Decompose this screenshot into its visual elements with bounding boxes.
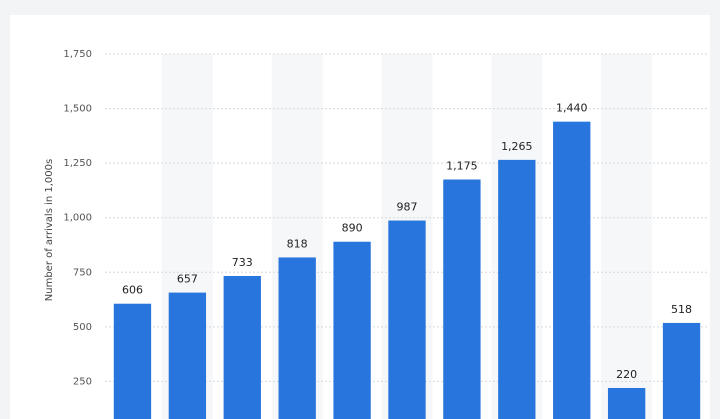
value-label: 1,440 bbox=[556, 102, 588, 115]
value-label: 1,265 bbox=[501, 140, 533, 153]
value-label: 733 bbox=[232, 256, 253, 269]
value-label: 987 bbox=[397, 201, 418, 214]
value-label: 818 bbox=[287, 237, 308, 250]
value-label: 518 bbox=[671, 303, 692, 316]
value-label: 657 bbox=[177, 273, 198, 286]
y-tick-label: 1,000 bbox=[63, 213, 92, 224]
bar bbox=[388, 220, 426, 419]
y-tick-label: 750 bbox=[73, 267, 92, 278]
y-tick-label: 500 bbox=[73, 322, 92, 333]
value-label: 606 bbox=[122, 284, 143, 297]
bar bbox=[443, 179, 481, 419]
bar bbox=[662, 322, 701, 419]
bar bbox=[223, 275, 261, 419]
y-tick-label: 1,750 bbox=[63, 49, 92, 60]
y-axis-label: Number of arrivals in 1,000s bbox=[44, 159, 55, 301]
y-tick-label: 250 bbox=[73, 376, 92, 387]
value-label: 890 bbox=[342, 222, 363, 235]
bar bbox=[553, 121, 591, 419]
column-band bbox=[601, 54, 653, 419]
bar bbox=[168, 292, 207, 419]
plot: 250 500 750 1,000 1,250 1,500 1,750 606 657 733 81… bbox=[63, 49, 709, 419]
value-label: 1,175 bbox=[446, 160, 478, 173]
bar bbox=[607, 387, 646, 419]
bar bbox=[498, 159, 536, 419]
bar bbox=[113, 303, 152, 419]
value-label: 220 bbox=[616, 368, 637, 381]
y-tick-label: 1,250 bbox=[63, 158, 92, 169]
bar bbox=[278, 257, 316, 419]
y-tick-label: 1,500 bbox=[63, 104, 92, 115]
bar bbox=[333, 241, 371, 419]
